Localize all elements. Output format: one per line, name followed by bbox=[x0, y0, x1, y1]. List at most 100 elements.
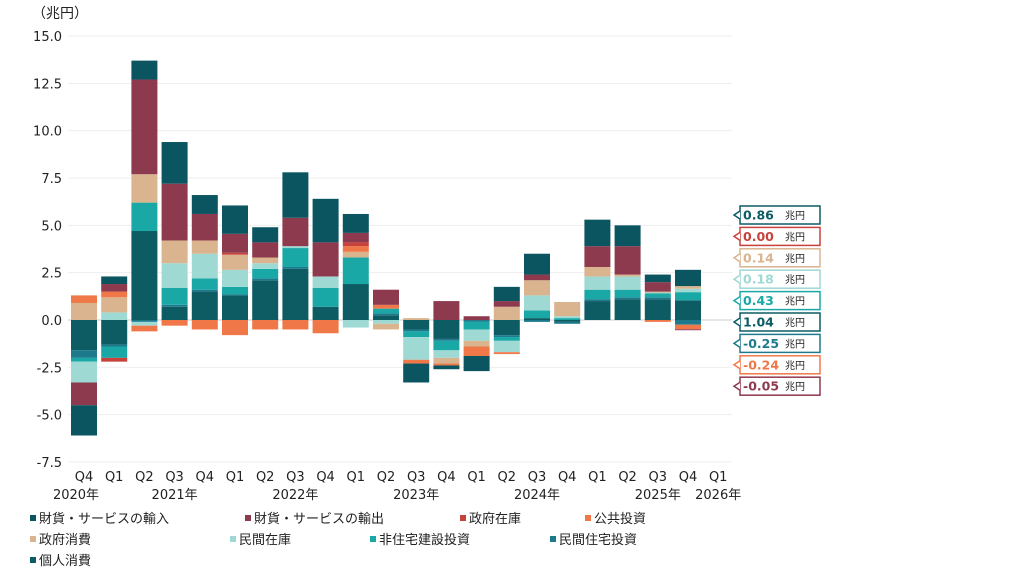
bar-segment bbox=[614, 297, 641, 300]
bar-segment bbox=[675, 269, 701, 287]
value-callout-unit: 兆円 bbox=[785, 274, 805, 286]
bar-segment bbox=[342, 320, 369, 328]
bar-segment bbox=[463, 346, 490, 356]
bar-segment bbox=[131, 79, 158, 175]
bar-segment bbox=[131, 325, 158, 332]
bar-segment bbox=[252, 263, 279, 269]
bar-segment bbox=[433, 338, 460, 341]
y-tick-label: -2.5 bbox=[37, 361, 62, 376]
bar-segment bbox=[342, 257, 369, 285]
bar-segment bbox=[252, 320, 279, 330]
bar-segment bbox=[403, 337, 430, 360]
bar-segment bbox=[463, 340, 490, 347]
y-tick-label: 7.5 bbox=[41, 172, 62, 187]
x-year-label: 2026年 bbox=[695, 488, 741, 503]
bar-segment bbox=[222, 205, 248, 234]
bar-segment bbox=[675, 288, 701, 293]
bar-segment bbox=[101, 312, 128, 320]
bar-segment bbox=[282, 266, 309, 269]
x-tick-label: Q4 bbox=[196, 470, 215, 485]
bar-segment bbox=[675, 320, 701, 325]
bar-segment bbox=[463, 329, 490, 341]
bar-segment bbox=[554, 302, 581, 317]
bar-segment bbox=[282, 217, 309, 247]
x-tick-label: Q3 bbox=[286, 470, 305, 485]
value-callout-pointer bbox=[732, 317, 741, 327]
value-callout-value: 0.00 bbox=[743, 229, 774, 244]
value-callout-pointer bbox=[732, 274, 741, 284]
bar-segment bbox=[675, 286, 701, 289]
legend-swatch bbox=[30, 535, 36, 542]
x-tick-label: Q1 bbox=[467, 470, 486, 485]
value-callout: 0.86 兆円 bbox=[732, 205, 821, 225]
bar-segment bbox=[554, 316, 581, 319]
x-tick-label: Q4 bbox=[75, 470, 94, 485]
legend-swatch bbox=[230, 535, 236, 542]
y-tick-label: 12.5 bbox=[33, 77, 62, 92]
bar-segment bbox=[373, 308, 399, 314]
value-callout-value: 0.43 bbox=[743, 293, 774, 308]
bar-segment bbox=[191, 278, 218, 290]
bar-segment bbox=[101, 320, 128, 345]
x-tick-label: Q3 bbox=[528, 470, 547, 485]
value-callout: 0.14 兆円 bbox=[732, 248, 821, 268]
x-tick-label: Q2 bbox=[377, 470, 396, 485]
value-callout-pointer bbox=[732, 381, 741, 391]
legend-item: 政府消費 bbox=[30, 529, 91, 548]
bar-segment bbox=[403, 318, 430, 320]
bar-segment bbox=[584, 289, 611, 300]
x-year-label: 2024年 bbox=[514, 488, 560, 503]
bar-segment bbox=[524, 320, 550, 322]
bar-segment bbox=[101, 291, 128, 298]
y-tick-label: 5.0 bbox=[41, 219, 62, 234]
bar-segment bbox=[222, 252, 248, 255]
x-year-label: 2023年 bbox=[393, 488, 439, 503]
bar-segment bbox=[342, 232, 369, 243]
bar-segment bbox=[644, 299, 671, 320]
bar-segment bbox=[463, 320, 490, 322]
bar-segment bbox=[614, 276, 641, 290]
legend-label: 公共投資 bbox=[594, 512, 647, 527]
y-tick-label: -5.0 bbox=[37, 409, 62, 424]
bar-segment bbox=[493, 340, 520, 353]
x-tick-label: Q3 bbox=[407, 470, 426, 485]
bar-segment bbox=[312, 198, 339, 243]
bar-segment bbox=[342, 251, 369, 258]
bar-segment bbox=[644, 297, 671, 300]
legend-swatch bbox=[245, 514, 251, 521]
bar-segment bbox=[191, 291, 218, 320]
bar-segment bbox=[433, 320, 460, 339]
bar-segment bbox=[222, 269, 248, 287]
bar-segment bbox=[71, 382, 97, 406]
x-tick-label: Q4 bbox=[558, 470, 577, 485]
value-callout: -0.05 兆円 bbox=[732, 376, 821, 396]
value-callout-value: 1.04 bbox=[743, 315, 774, 330]
legend-swatch bbox=[585, 514, 591, 521]
bar-segment bbox=[71, 405, 97, 436]
bar-segment bbox=[222, 254, 248, 270]
bar-segment bbox=[584, 219, 611, 247]
value-callout-pointer bbox=[732, 360, 741, 370]
bar-segment bbox=[252, 242, 279, 258]
legend-swatch bbox=[30, 556, 36, 563]
value-callout-unit: 兆円 bbox=[785, 253, 805, 265]
x-tick-label: Q1 bbox=[347, 470, 366, 485]
legend-item: 非住宅建設投資 bbox=[370, 529, 470, 548]
bar-segment bbox=[191, 240, 218, 254]
value-callout-value: -0.24 bbox=[743, 357, 779, 372]
bar-segment bbox=[433, 357, 460, 364]
bar-segment bbox=[614, 289, 641, 298]
bar-segment bbox=[252, 280, 279, 320]
x-tick-label: Q3 bbox=[165, 470, 184, 485]
bar-segment bbox=[373, 320, 399, 324]
x-tick-label: Q2 bbox=[256, 470, 275, 485]
bar-segment bbox=[675, 300, 701, 320]
bar-segment bbox=[554, 318, 581, 320]
bar-segment bbox=[342, 213, 369, 233]
bar-segment bbox=[282, 268, 309, 320]
bar-segment bbox=[584, 276, 611, 290]
bar-segment bbox=[131, 174, 158, 203]
bar-segment bbox=[131, 60, 158, 80]
bar-segment bbox=[614, 274, 641, 277]
bar-segment bbox=[252, 257, 279, 264]
